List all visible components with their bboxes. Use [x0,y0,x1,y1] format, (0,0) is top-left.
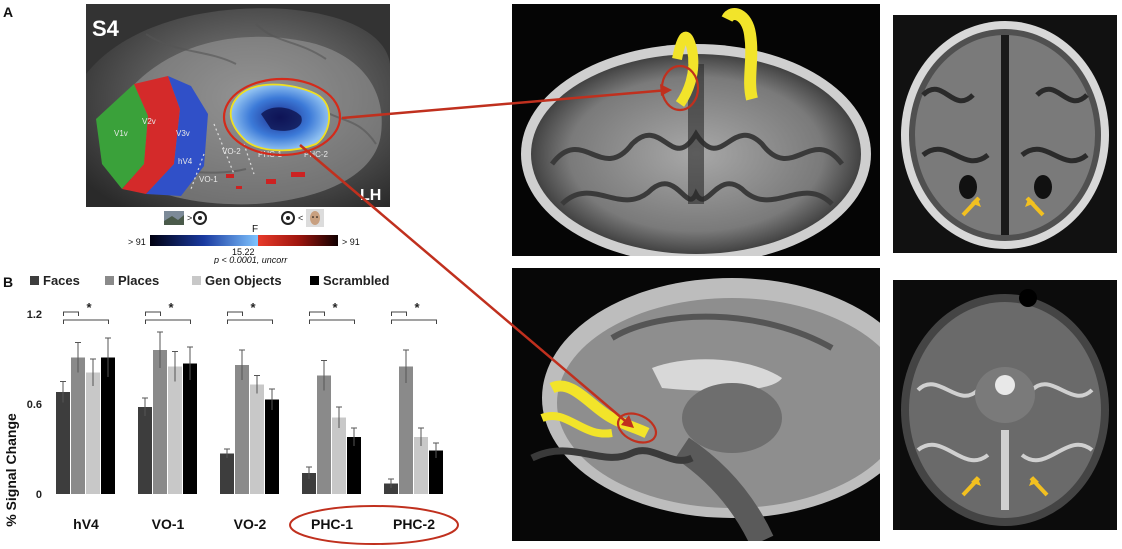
sagittal-mri-tractography [512,268,880,541]
sig-bracket-lower-hV4 [63,319,109,324]
sig-bracket-upper-hV4 [63,311,79,316]
y-axis-label: % Signal Change [3,413,19,527]
red-colorbar [258,235,338,246]
sig-bracket-lower-PHC-2 [391,319,437,324]
coronal-flair-svg [893,15,1117,253]
object-thumbnail-icon-2 [281,211,295,225]
object-thumbnail-icon [193,211,207,225]
axial-t2-svg [893,280,1117,530]
sig-bracket-upper-PHC-2 [391,311,407,316]
category-label-VO-1: VO-1 [152,516,185,532]
hemisphere-label: LH [360,187,381,204]
phc-highlight-ellipse [289,505,459,545]
f-statistic-label: F [252,224,258,235]
roi-label-vo1: VO-1 [199,175,218,184]
sig-star-VO-1: * [168,300,174,315]
bar-PHC-2-2 [414,437,428,494]
bar-VO-2-2 [250,384,264,494]
bar-PHC-1-2 [332,417,346,494]
sig-star-PHC-2: * [414,300,420,315]
chart-legend: Faces Places Gen Objects Scrambled [30,273,390,288]
y-axis: 0 0.6 1.2 [27,309,42,501]
cortical-surface-svg: V1v V2v V3v hV4 VO-1 VO-2 PHC-1 PHC-2 S4… [86,4,390,207]
subject-label: S4 [92,16,120,41]
category-label-hV4: hV4 [73,516,99,532]
bar-VO-1-1 [153,350,167,494]
colorbar-mid-value: 15.22 [232,247,255,257]
bar-PHC-1-0 [302,473,316,494]
p-value-label: p < 0.0001, uncorr [213,255,288,264]
category-labels: hV4 VO-1 VO-2 PHC-1 PHC-2 [73,516,435,532]
colorbar-left-value: > 91 [128,237,146,247]
sig-bracket-lower-VO-1 [145,319,191,324]
significance-brackets: * * * * * [63,300,437,324]
legend-swatch-0 [30,276,39,285]
roi-label-v1v: V1v [114,129,128,138]
cortical-surface-map: V1v V2v V3v hV4 VO-1 VO-2 PHC-1 PHC-2 S4… [86,4,390,207]
bar-VO-1-2 [168,366,182,494]
legend-label-0: Faces [43,273,80,288]
axial-t2-mri [893,280,1117,530]
sig-bracket-upper-PHC-1 [309,311,325,316]
legend-label-2: Gen Objects [205,273,282,288]
bar-PHC-2-3 [429,450,443,494]
y-tick-2: 1.2 [27,309,42,321]
bar-chart: Faces Places Gen Objects Scrambled % Signal… [3,273,459,545]
sig-bracket-lower-PHC-1 [309,319,355,324]
bar-VO-1-3 [183,363,197,494]
compare-less-symbol: < [298,213,303,223]
sig-star-hV4: * [86,300,92,315]
bar-PHC-2-1 [399,366,413,494]
roi-label-hv4: hV4 [178,157,193,166]
bar-VO-2-3 [265,399,279,494]
bar-hV4-2 [86,372,100,494]
roi-label-v2v: V2v [142,117,156,126]
panel-a-label: A [3,4,14,20]
colorbar-legend: > F < > 91 15.22 > 91 p < 0.0001, uncorr [128,209,360,264]
axial-mri-tractography [512,4,880,256]
bars-group [56,331,443,494]
bar-VO-2-1 [235,365,249,494]
sig-star-VO-2: * [250,300,256,315]
roi-label-v3v: V3v [176,129,190,138]
blue-colorbar [150,235,258,246]
panel-b-label: B [3,274,14,290]
axial-mri-svg [512,4,880,256]
bar-hV4-0 [56,392,70,494]
bar-hV4-1 [71,357,85,494]
y-tick-0: 0 [36,489,42,501]
colorbar-right-value: > 91 [342,237,360,247]
compare-greater-symbol: > [187,213,192,223]
bar-hV4-3 [101,357,115,494]
sig-bracket-upper-VO-2 [227,311,243,316]
legend-label-3: Scrambled [323,273,390,288]
sig-bracket-lower-VO-2 [227,319,273,324]
legend-swatch-2 [192,276,201,285]
bar-VO-1-0 [138,407,152,494]
bar-PHC-2-0 [384,483,398,494]
category-label-PHC-2: PHC-2 [393,516,435,532]
sagittal-mri-svg [512,268,880,541]
bar-VO-2-0 [220,453,234,494]
sig-bracket-upper-VO-1 [145,311,161,316]
bar-PHC-1-3 [347,437,361,494]
y-tick-1: 0.6 [27,399,42,411]
legend-swatch-1 [105,276,114,285]
bar-PHC-1-1 [317,375,331,494]
legend-label-1: Places [118,273,159,288]
roi-label-vo2: VO-2 [222,147,241,156]
category-label-PHC-1: PHC-1 [311,516,353,532]
sig-star-PHC-1: * [332,300,338,315]
legend-swatch-3 [310,276,319,285]
category-label-VO-2: VO-2 [234,516,267,532]
coronal-flair-mri [893,15,1117,253]
